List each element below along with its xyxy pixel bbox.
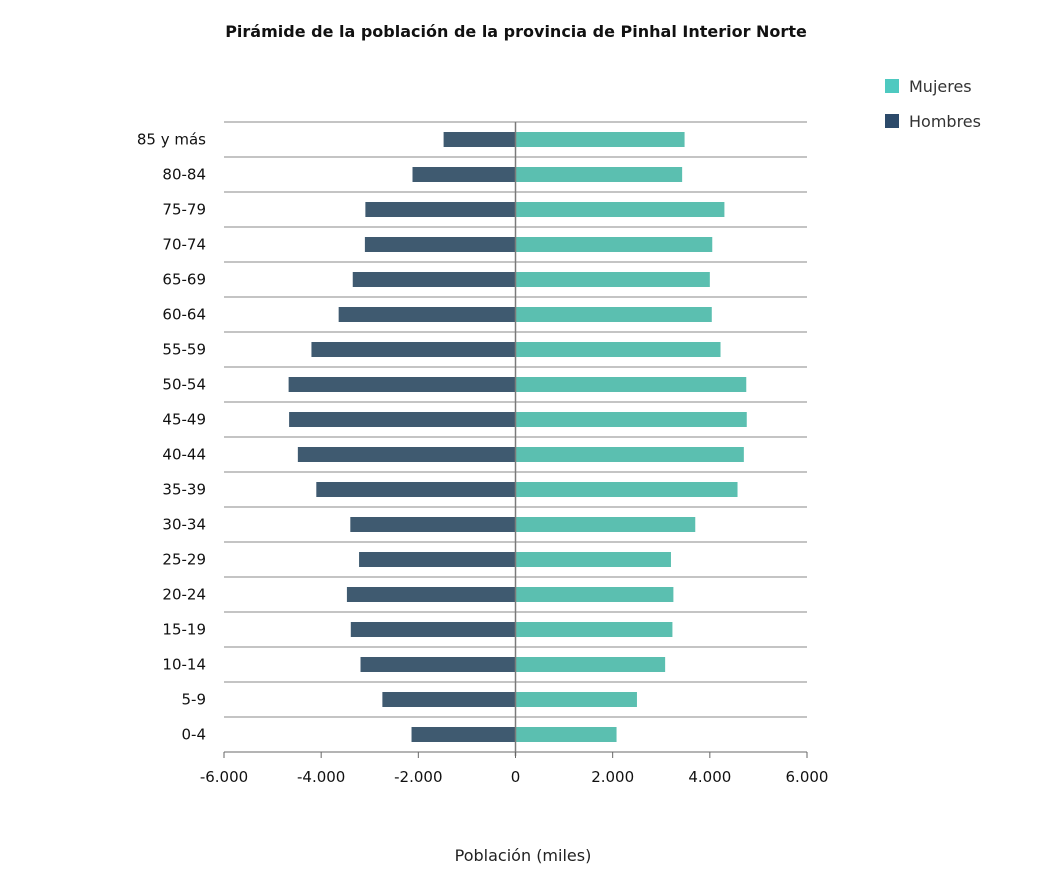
legend: Mujeres Hombres: [885, 76, 981, 146]
x-tick-label: 0: [511, 768, 521, 786]
bar-hombres: [382, 692, 516, 707]
bar-hombres: [412, 167, 516, 182]
x-tick-label: 6.000: [786, 768, 829, 786]
category-label: 55-59: [162, 341, 206, 359]
bar-hombres: [443, 132, 516, 147]
legend-item-mujeres: Mujeres: [885, 76, 981, 96]
bar-mujeres: [515, 132, 685, 147]
bar-hombres: [288, 377, 516, 392]
category-label: 70-74: [162, 236, 206, 254]
category-label: 20-24: [162, 586, 206, 604]
category-label: 0-4: [182, 726, 207, 744]
x-tick-label: 2.000: [591, 768, 634, 786]
x-tick-label: -2.000: [394, 768, 442, 786]
bar-mujeres: [515, 447, 744, 462]
bar-hombres: [338, 307, 516, 322]
bar-hombres: [350, 622, 516, 637]
category-label: 60-64: [162, 306, 206, 324]
category-label: 50-54: [162, 376, 206, 394]
bar-mujeres: [515, 342, 721, 357]
category-label: 30-34: [162, 516, 206, 534]
bar-mujeres: [515, 237, 713, 252]
legend-swatch-hombres: [885, 114, 899, 128]
bar-hombres: [297, 447, 516, 462]
bar-hombres: [359, 552, 516, 567]
bar-hombres: [346, 587, 516, 602]
bar-mujeres: [515, 727, 617, 742]
x-tick-label: -4.000: [297, 768, 345, 786]
x-tick-label: -6.000: [200, 768, 248, 786]
bar-mujeres: [515, 377, 747, 392]
bar-hombres: [411, 727, 516, 742]
legend-label-hombres: Hombres: [909, 111, 981, 131]
bar-mujeres: [515, 482, 738, 497]
bar-mujeres: [515, 202, 725, 217]
bar-mujeres: [515, 412, 747, 427]
bar-mujeres: [515, 307, 712, 322]
bar-mujeres: [515, 587, 674, 602]
bar-mujeres: [515, 552, 671, 567]
category-label: 35-39: [162, 481, 206, 499]
bar-hombres: [364, 237, 516, 252]
category-label: 25-29: [162, 551, 206, 569]
x-axis-title: Población (miles): [454, 846, 592, 865]
legend-label-mujeres: Mujeres: [909, 76, 972, 96]
bar-hombres: [360, 657, 516, 672]
category-label: 80-84: [162, 166, 206, 184]
chart-title: Pirámide de la población de la provincia…: [225, 22, 807, 41]
bar-mujeres: [515, 622, 673, 637]
category-label: 75-79: [162, 201, 206, 219]
bar-hombres: [365, 202, 516, 217]
bar-mujeres: [515, 657, 666, 672]
bar-hombres: [316, 482, 516, 497]
bar-mujeres: [515, 517, 696, 532]
category-label: 40-44: [162, 446, 206, 464]
x-tick-label: 4.000: [688, 768, 731, 786]
category-label: 10-14: [162, 656, 206, 674]
category-label: 85 y más: [137, 131, 206, 149]
bar-hombres: [289, 412, 516, 427]
bar-mujeres: [515, 692, 637, 707]
bar-hombres: [350, 517, 516, 532]
bar-hombres: [311, 342, 516, 357]
bar-mujeres: [515, 272, 710, 287]
legend-swatch-mujeres: [885, 79, 899, 93]
category-label: 45-49: [162, 411, 206, 429]
bar-hombres: [352, 272, 516, 287]
category-label: 65-69: [162, 271, 206, 289]
bar-mujeres: [515, 167, 683, 182]
category-label: 15-19: [162, 621, 206, 639]
category-label: 5-9: [182, 691, 207, 709]
legend-item-hombres: Hombres: [885, 111, 981, 131]
